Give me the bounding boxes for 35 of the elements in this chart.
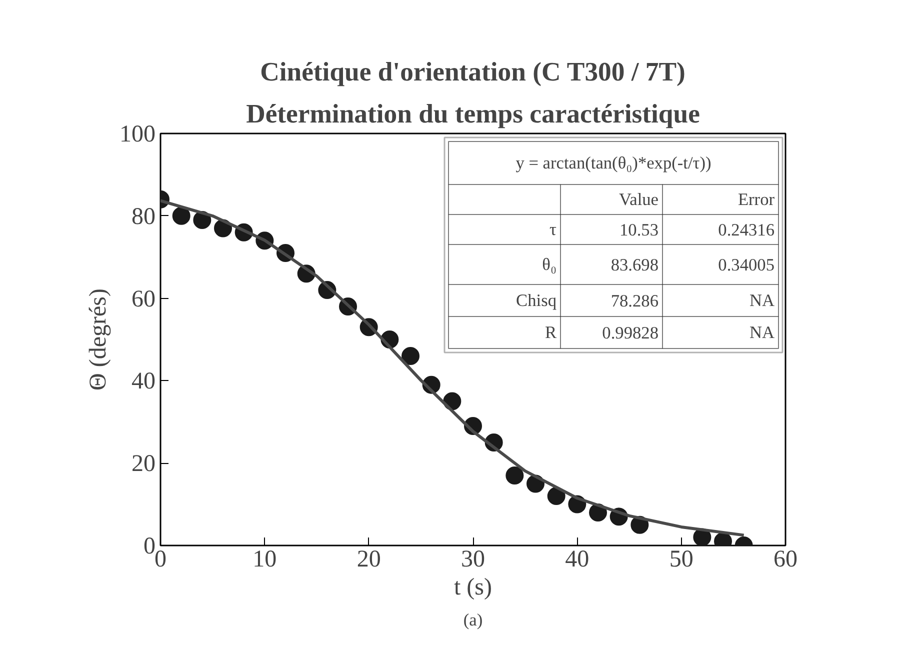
chart-subtitle: Détermination du temps caractéristique bbox=[246, 98, 700, 128]
annotation: 10.53 bbox=[620, 220, 659, 240]
point bbox=[172, 206, 190, 225]
annotation: Chisq bbox=[516, 291, 557, 310]
x-tick-label: 60 bbox=[774, 546, 798, 572]
annotation: 0.34005 bbox=[718, 256, 775, 274]
y-tick-label: 40 bbox=[132, 368, 156, 395]
annotation: 78.286 bbox=[610, 292, 659, 310]
y-tick-label: 80 bbox=[132, 204, 156, 230]
y-tick-label: 60 bbox=[132, 286, 156, 312]
x-tick-label: 30 bbox=[461, 546, 485, 572]
annotation: Error bbox=[738, 190, 775, 209]
annotation: 0.99828 bbox=[602, 324, 659, 342]
annotation: τ bbox=[550, 220, 557, 239]
y-tick-label: 20 bbox=[132, 451, 156, 478]
annotation: y = arctan(tan(θ₀)*exp(-t/τ)) bbox=[516, 154, 712, 172]
y-tick-label: 100 bbox=[120, 122, 156, 148]
annotation: 0.24316 bbox=[718, 220, 775, 240]
annotation: NA bbox=[749, 323, 775, 342]
annotation: R bbox=[544, 323, 557, 342]
chart-title: Cinétique d'orientation (C T300 / 7T) bbox=[260, 56, 686, 86]
annotation: Value bbox=[619, 190, 659, 209]
y-axis-title: Θ (degrés) bbox=[86, 288, 112, 390]
annotation: θ₀ bbox=[542, 255, 556, 274]
x-axis-title: t (s) bbox=[454, 574, 492, 600]
x-tick-label: 40 bbox=[565, 546, 590, 572]
text: (a) bbox=[463, 610, 483, 630]
annotation: NA bbox=[749, 291, 775, 310]
point bbox=[506, 466, 524, 484]
annotation: 83.698 bbox=[610, 256, 659, 274]
x-tick-label: 20 bbox=[356, 546, 381, 572]
point bbox=[402, 346, 420, 365]
x-tick-label: 10 bbox=[252, 546, 277, 572]
point bbox=[547, 487, 566, 506]
x-tick-label: 50 bbox=[669, 546, 694, 572]
